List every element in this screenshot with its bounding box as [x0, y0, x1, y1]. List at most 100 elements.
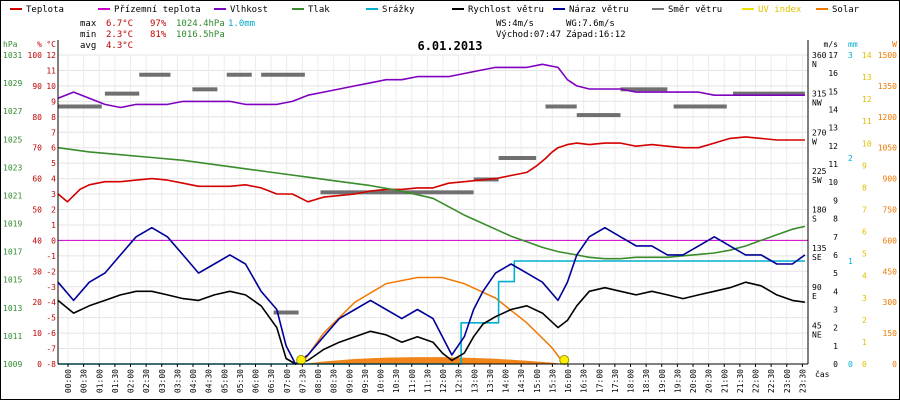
tick-wind-13: 4	[833, 287, 838, 296]
tick-dir-dir-1: NW	[812, 99, 822, 108]
wind-dir-2	[139, 72, 171, 77]
stat-min-press: 1016.5hPa	[176, 30, 225, 40]
wind-dir-3	[192, 87, 218, 92]
tick-pct-3: 70	[32, 144, 42, 153]
xtick-32: 16:00	[564, 369, 573, 393]
tick-hpa-7: 1017	[3, 248, 22, 257]
tick-hpa-3: 1025	[3, 135, 22, 144]
tick-uv-3: 11	[862, 117, 872, 126]
unit-w: W	[892, 40, 897, 49]
xtick-42: 21:00	[720, 369, 729, 393]
wind-ws: WS:4m/s	[496, 19, 534, 29]
wind-wg: WG:7.6m/s	[566, 19, 615, 29]
tick-w-7: 450	[883, 267, 898, 276]
xtick-40: 20:00	[689, 369, 698, 393]
tick-w-4: 900	[883, 175, 898, 184]
legend-label-4: Srážky	[382, 5, 415, 15]
wind-dir-10	[545, 104, 577, 109]
tick-hpa-4: 1023	[3, 163, 22, 172]
xtick-18: 09:00	[345, 369, 354, 393]
tick-wind-17: 0	[833, 360, 838, 369]
tick-wind-8: 9	[833, 196, 838, 205]
tick-temp-2: 10	[46, 82, 56, 91]
stat-min-temp: 2.3°C	[106, 30, 133, 40]
tick-uv-5: 9	[862, 161, 867, 170]
tick-uv-9: 5	[862, 250, 867, 259]
xtick-47: 23:30	[798, 369, 807, 393]
tick-w-1: 1350	[878, 82, 897, 91]
xtick-41: 20:30	[705, 369, 714, 393]
tick-uv-4: 10	[862, 139, 872, 148]
tick-temp-0: 12	[46, 51, 56, 60]
tick-dir-3: 225	[812, 167, 827, 176]
xtick-45: 22:30	[767, 369, 776, 393]
tick-dir-dir-7: NE	[812, 330, 822, 339]
tick-pct-8: 20	[32, 298, 42, 307]
tick-hpa-6: 1019	[3, 220, 22, 229]
tick-uv-8: 6	[862, 228, 867, 237]
tick-uv-10: 4	[862, 272, 867, 281]
legend-label-8: UV index	[758, 5, 802, 15]
series-sr-ky	[58, 260, 805, 365]
series-vlhkost	[57, 63, 805, 109]
stat-max-hum: 97%	[150, 19, 167, 29]
tick-uv-11: 3	[862, 294, 867, 303]
series-rychlost-v-tru	[57, 281, 806, 365]
wind-dir-5	[261, 72, 305, 77]
tick-hpa-8: 1015	[3, 276, 22, 285]
xtick-6: 03:00	[158, 369, 167, 393]
tick-mm-1: 2	[848, 154, 853, 163]
xtick-28: 14:00	[502, 369, 511, 393]
tick-w-2: 1200	[878, 113, 897, 122]
xtick-7: 03:30	[173, 369, 182, 393]
tick-w-0: 1500	[878, 51, 897, 60]
tick-wind-16: 1	[833, 342, 838, 351]
wind-dir-0	[58, 104, 102, 109]
xtick-37: 18:30	[642, 369, 651, 393]
unit-wind: m/s	[824, 40, 839, 49]
tick-w-5: 750	[883, 206, 898, 215]
tick-w-9: 150	[883, 329, 898, 338]
stat-max-label: max	[80, 19, 97, 29]
legend-label-5: Rychlost větru	[468, 5, 544, 15]
xtick-44: 22:00	[752, 369, 761, 393]
tick-temp-9: 3	[51, 190, 56, 199]
stat-max-press: 1024.4hPa	[176, 19, 225, 29]
wind-dir-1	[104, 91, 140, 96]
tick-w-10: 0	[892, 360, 897, 369]
tick-dir-dir-3: SW	[812, 176, 822, 185]
tick-uv-0: 14	[862, 51, 872, 60]
tick-pct-9: 10	[32, 329, 42, 338]
legend-label-0: Teplota	[26, 5, 64, 15]
tick-pct-7: 30	[32, 267, 42, 276]
tick-temp-4: 8	[51, 113, 56, 122]
legend-label-2: Vlhkost	[230, 5, 268, 15]
sunset-time: Západ:16:12	[566, 30, 626, 40]
wind-dir-7	[320, 190, 474, 195]
legend-label-7: Směr větru	[668, 5, 722, 15]
tick-hpa-0: 1031	[3, 51, 22, 60]
xtick-10: 05:00	[220, 369, 229, 393]
stat-min-hum: 81%	[150, 30, 167, 40]
tick-uv-7: 7	[862, 206, 867, 215]
tick-dir-dir-6: E	[812, 292, 817, 301]
axes: 1031102910271025102310211019101710151013…	[3, 40, 897, 393]
tick-dir-dir-4: S	[812, 215, 817, 224]
xtick-26: 13:00	[470, 369, 479, 393]
xtick-2: 01:00	[95, 369, 104, 393]
tick-temp-5: 7	[51, 128, 56, 137]
tick-wind-5: 12	[828, 142, 838, 151]
tick-dir-5: 135	[812, 244, 827, 253]
xtick-25: 12:30	[455, 369, 464, 393]
xtick-46: 23:00	[783, 369, 792, 393]
legend-label-9: Solar	[832, 5, 860, 15]
tick-wind-3: 14	[828, 106, 838, 115]
tick-dir-1: 315	[812, 90, 827, 99]
xtick-11: 05:30	[236, 369, 245, 393]
tick-hpa-10: 1011	[3, 332, 22, 341]
xtick-35: 17:30	[611, 369, 620, 393]
tick-pct-1: 90	[32, 82, 42, 91]
tick-wind-4: 13	[828, 124, 838, 133]
unit-temp: °C	[46, 40, 56, 49]
